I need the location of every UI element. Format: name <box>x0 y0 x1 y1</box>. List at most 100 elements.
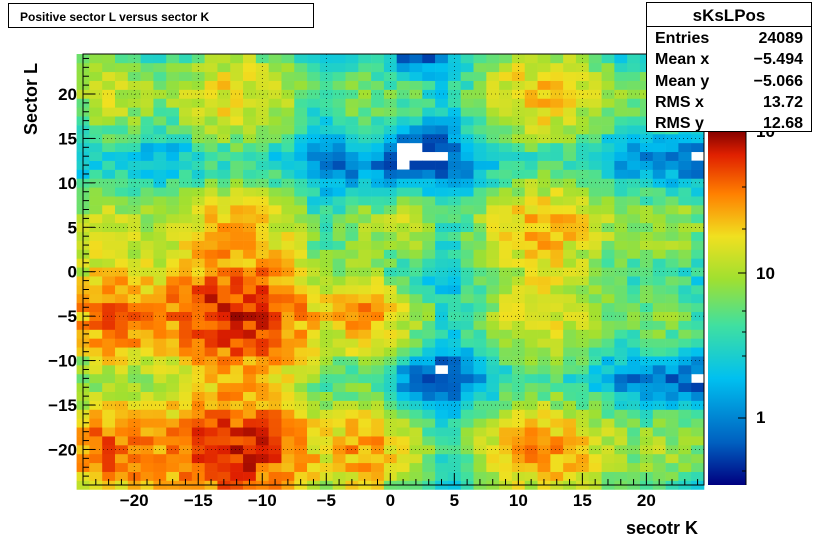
heatmap-cell <box>486 365 500 375</box>
heatmap-cell <box>511 151 526 161</box>
heatmap-cell <box>191 116 205 126</box>
heatmap-cell <box>89 80 103 90</box>
heatmap-cell <box>307 285 321 295</box>
heatmap-cell <box>319 285 333 295</box>
heatmap-cell <box>294 249 308 259</box>
heatmap-cell <box>268 347 282 357</box>
heatmap-cell <box>486 205 500 215</box>
heatmap-cell <box>614 356 628 366</box>
heatmap-cell <box>345 382 359 392</box>
heatmap-cell <box>268 293 282 304</box>
heatmap-cell <box>435 133 449 144</box>
heatmap-cell <box>588 471 602 481</box>
heatmap-cell <box>166 80 180 90</box>
heatmap-cell <box>435 427 449 437</box>
heatmap-cell <box>307 116 321 126</box>
heatmap-cell <box>422 436 436 446</box>
heatmap-cell <box>307 347 321 357</box>
heatmap-cell <box>499 169 513 179</box>
heatmap-cell <box>614 338 628 348</box>
heatmap-cell <box>499 54 513 64</box>
heatmap-cell <box>550 178 564 188</box>
heatmap-cell <box>601 293 615 304</box>
heatmap-cell <box>115 205 129 215</box>
heatmap-cell <box>524 249 538 259</box>
heatmap-cell <box>396 187 410 197</box>
heatmap-cell <box>409 267 423 277</box>
heatmap-cell <box>204 436 218 446</box>
heatmap-cell <box>665 178 679 188</box>
heatmap-cell <box>294 320 308 330</box>
heatmap-cell <box>486 373 500 384</box>
heatmap-cell <box>550 107 564 117</box>
heatmap-cell <box>422 329 436 339</box>
heatmap-cell <box>396 347 410 357</box>
y-tick-label: −10 <box>48 352 77 371</box>
heatmap-cell <box>665 213 679 224</box>
heatmap-cell <box>435 222 449 233</box>
heatmap-cell <box>281 445 295 455</box>
heatmap-cell <box>115 151 129 161</box>
heatmap-cell <box>127 205 141 215</box>
heatmap-cell <box>422 249 436 259</box>
heatmap-cell <box>217 418 231 428</box>
heatmap-cell <box>524 409 538 419</box>
heatmap-cell <box>473 382 487 392</box>
heatmap-cell <box>499 365 513 375</box>
heatmap-cell <box>294 116 308 126</box>
heatmap-cell <box>294 89 308 99</box>
heatmap-cell <box>435 178 449 188</box>
heatmap-cell <box>639 151 654 161</box>
heatmap-cell <box>537 249 551 259</box>
heatmap-cell <box>294 222 308 233</box>
heatmap-cell <box>639 462 654 472</box>
heatmap-cell <box>179 80 193 90</box>
heatmap-cell <box>678 445 692 455</box>
stats-row-rms-x: RMS x 13.72 <box>655 94 803 115</box>
heatmap-cell <box>166 302 180 313</box>
heatmap-cell <box>127 107 141 117</box>
heatmap-cell <box>371 409 385 419</box>
heatmap-cell <box>652 418 666 428</box>
heatmap-cell <box>486 471 500 481</box>
heatmap-cell <box>358 125 372 135</box>
heatmap-cell <box>447 71 462 81</box>
heatmap-cell <box>396 329 410 339</box>
heatmap-cell <box>652 142 666 153</box>
heatmap-cell <box>217 436 231 446</box>
heatmap-cell <box>243 187 257 197</box>
heatmap-cell <box>473 196 487 206</box>
heatmap-cell <box>307 462 321 472</box>
heatmap-cell <box>524 240 538 250</box>
heatmap-cell <box>665 365 679 375</box>
heatmap-cell <box>332 373 346 384</box>
heatmap-cell <box>345 471 359 481</box>
heatmap-cell <box>460 365 474 375</box>
heatmap-cell <box>294 453 308 464</box>
heatmap-cell <box>575 391 590 401</box>
heatmap-cell <box>614 320 628 330</box>
heatmap-cell <box>652 213 666 224</box>
heatmap-cell <box>166 62 180 73</box>
heatmap-cell <box>563 133 577 144</box>
heatmap-cell <box>627 293 641 304</box>
heatmap-cell <box>614 62 628 73</box>
heatmap-cell <box>396 285 410 295</box>
heatmap-cell <box>563 80 577 90</box>
heatmap-cell <box>627 276 641 286</box>
heatmap-cell <box>268 276 282 286</box>
heatmap-cell <box>166 311 180 321</box>
heatmap-cell <box>550 125 564 135</box>
heatmap-cell <box>268 54 282 64</box>
heatmap-cell <box>665 356 679 366</box>
heatmap-cell <box>550 133 564 144</box>
heatmap-cell <box>627 107 641 117</box>
heatmap-cell <box>255 222 269 233</box>
heatmap-cell <box>422 240 436 250</box>
heatmap-cell <box>281 356 295 366</box>
heatmap-cell <box>499 213 513 224</box>
heatmap-cell <box>499 89 513 99</box>
heatmap-cell <box>294 302 308 313</box>
heatmap-cell <box>537 222 551 233</box>
heatmap-cell <box>537 365 551 375</box>
